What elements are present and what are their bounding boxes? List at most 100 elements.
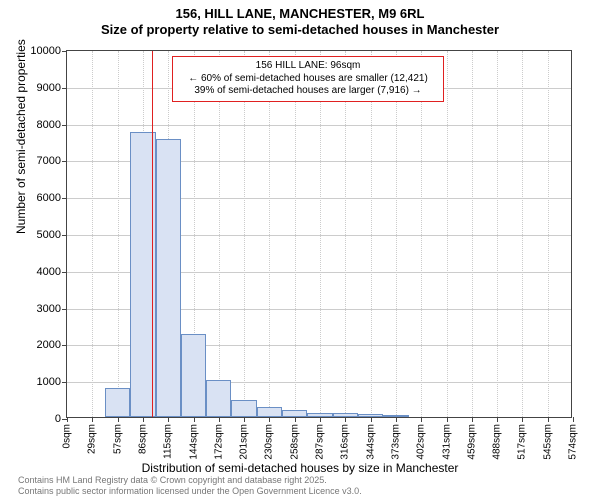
x-tick-mark: [447, 417, 448, 422]
x-tick-mark: [522, 417, 523, 422]
x-tick-label: 115sqm: [163, 424, 174, 459]
y-tick-mark: [62, 51, 67, 52]
histogram-bar: [257, 407, 282, 417]
x-tick-mark: [67, 417, 68, 422]
y-tick-mark: [62, 235, 67, 236]
x-tick-label: 459sqm: [466, 424, 477, 460]
footer-line-2: Contains public sector information licen…: [18, 486, 362, 497]
x-tick-label: 172sqm: [213, 424, 224, 460]
x-tick-mark: [244, 417, 245, 422]
x-tick-mark: [118, 417, 119, 422]
histogram-bar: [307, 413, 332, 417]
x-tick-mark: [92, 417, 93, 422]
marker-line: [152, 51, 153, 417]
x-tick-mark: [143, 417, 144, 422]
footer-attribution: Contains HM Land Registry data © Crown c…: [18, 475, 362, 497]
histogram-bar: [105, 388, 130, 417]
gridline-v: [345, 51, 346, 417]
x-tick-mark: [497, 417, 498, 422]
gridline-v: [548, 51, 549, 417]
x-tick-mark: [219, 417, 220, 422]
histogram-bar: [358, 414, 383, 417]
gridline-v: [421, 51, 422, 417]
title-line-1: 156, HILL LANE, MANCHESTER, M9 6RL: [0, 6, 600, 21]
y-tick-label: 9000: [37, 82, 61, 94]
y-tick-mark: [62, 272, 67, 273]
x-tick-label: 431sqm: [441, 424, 452, 460]
x-tick-mark: [194, 417, 195, 422]
y-tick-label: 10000: [30, 45, 61, 57]
y-tick-label: 1000: [37, 376, 61, 388]
x-tick-mark: [295, 417, 296, 422]
gridline-v: [92, 51, 93, 417]
gridline-v: [219, 51, 220, 417]
annotation-line-1: 156 HILL LANE: 96sqm: [177, 60, 439, 73]
x-tick-label: 86sqm: [137, 424, 148, 454]
x-tick-mark: [396, 417, 397, 422]
gridline-v: [269, 51, 270, 417]
x-tick-mark: [345, 417, 346, 422]
y-tick-mark: [62, 198, 67, 199]
x-axis-label: Distribution of semi-detached houses by …: [0, 461, 600, 475]
y-tick-label: 5000: [37, 229, 61, 241]
y-tick-label: 3000: [37, 303, 61, 315]
histogram-bar: [156, 139, 181, 417]
gridline-v: [396, 51, 397, 417]
footer-line-1: Contains HM Land Registry data © Crown c…: [18, 475, 362, 486]
x-tick-label: 287sqm: [315, 424, 326, 460]
x-tick-mark: [371, 417, 372, 422]
y-tick-label: 4000: [37, 266, 61, 278]
x-tick-label: 517sqm: [517, 424, 528, 460]
x-tick-label: 201sqm: [239, 424, 250, 460]
y-tick-label: 7000: [37, 155, 61, 167]
x-tick-mark: [548, 417, 549, 422]
x-tick-label: 57sqm: [112, 424, 123, 454]
y-tick-mark: [62, 382, 67, 383]
y-tick-mark: [62, 125, 67, 126]
x-tick-mark: [472, 417, 473, 422]
x-tick-label: 29sqm: [87, 424, 98, 454]
y-tick-label: 0: [55, 413, 61, 425]
histogram-bar: [383, 415, 408, 417]
y-tick-label: 2000: [37, 339, 61, 351]
histogram-bar: [181, 334, 206, 417]
x-tick-label: 144sqm: [188, 424, 199, 460]
chart-title: 156, HILL LANE, MANCHESTER, M9 6RL Size …: [0, 0, 600, 37]
x-tick-label: 258sqm: [289, 424, 300, 460]
annotation-line-3: 39% of semi-detached houses are larger (…: [177, 85, 439, 98]
x-tick-label: 545sqm: [542, 424, 553, 460]
gridline-v: [497, 51, 498, 417]
x-tick-label: 488sqm: [492, 424, 503, 460]
gridline-v: [118, 51, 119, 417]
x-tick-label: 0sqm: [62, 424, 73, 448]
gridline-v: [472, 51, 473, 417]
x-tick-mark: [421, 417, 422, 422]
y-tick-mark: [62, 88, 67, 89]
x-tick-label: 402sqm: [416, 424, 427, 460]
gridline-v: [371, 51, 372, 417]
x-tick-mark: [168, 417, 169, 422]
y-axis-label: Number of semi-detached properties: [14, 39, 28, 234]
annotation-line-2: ← 60% of semi-detached houses are smalle…: [177, 73, 439, 86]
y-tick-label: 6000: [37, 192, 61, 204]
annotation-box: 156 HILL LANE: 96sqm← 60% of semi-detach…: [172, 56, 444, 102]
title-line-2: Size of property relative to semi-detach…: [0, 22, 600, 37]
histogram-chart: 0100020003000400050006000700080009000100…: [66, 50, 572, 418]
y-tick-mark: [62, 161, 67, 162]
gridline-v: [295, 51, 296, 417]
x-tick-mark: [573, 417, 574, 422]
x-tick-label: 316sqm: [340, 424, 351, 460]
x-tick-mark: [320, 417, 321, 422]
gridline-v: [447, 51, 448, 417]
x-tick-label: 574sqm: [568, 424, 579, 460]
x-tick-label: 230sqm: [264, 424, 275, 460]
y-tick-label: 8000: [37, 119, 61, 131]
histogram-bar: [206, 380, 231, 417]
y-tick-mark: [62, 345, 67, 346]
gridline-v: [320, 51, 321, 417]
y-tick-mark: [62, 309, 67, 310]
gridline-v: [244, 51, 245, 417]
histogram-bar: [333, 413, 358, 417]
histogram-bar: [231, 400, 256, 417]
x-tick-label: 344sqm: [365, 424, 376, 460]
